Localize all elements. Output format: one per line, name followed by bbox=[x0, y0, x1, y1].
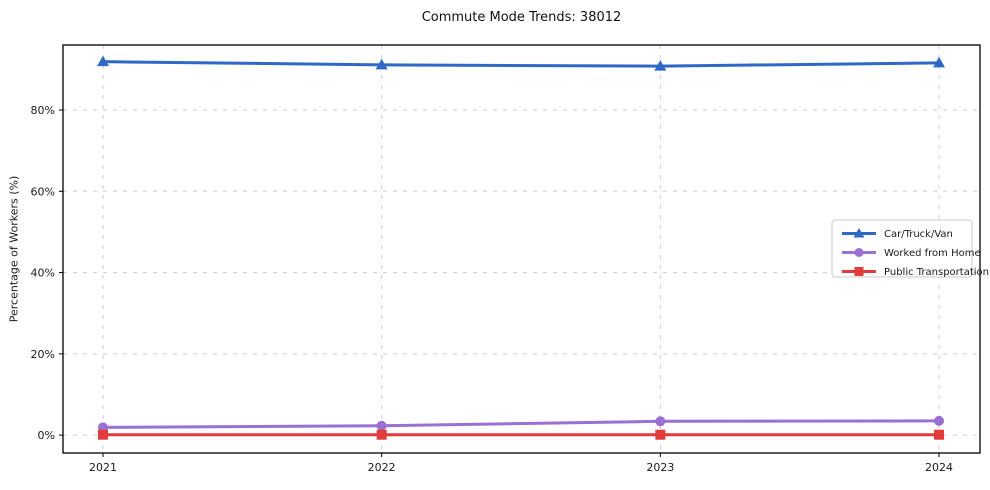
legend-marker bbox=[853, 228, 865, 238]
series-public-transportation bbox=[97, 429, 945, 440]
legend-entry: Car/Truck/Van bbox=[842, 228, 953, 240]
series-line-car-truck-van bbox=[101, 60, 941, 68]
legend-marker bbox=[854, 248, 864, 257]
series-worked-from-home bbox=[97, 415, 945, 433]
series-marker-car-truck-van bbox=[375, 58, 388, 70]
series-marker-worked-from-home bbox=[376, 420, 387, 431]
series-marker-car-truck-van bbox=[933, 56, 946, 68]
y-tick-label: 60% bbox=[31, 185, 55, 198]
legend-label: Car/Truck/Van bbox=[884, 229, 953, 240]
series-marker-worked-from-home bbox=[934, 415, 945, 426]
x-tick-label: 2021 bbox=[89, 461, 117, 474]
series-marker-public-transportation bbox=[376, 429, 387, 440]
x-tick-label: 2023 bbox=[646, 461, 674, 474]
series-marker-public-transportation bbox=[934, 429, 945, 440]
series-marker-worked-from-home bbox=[655, 416, 666, 427]
chart-title: Commute Mode Trends: 38012 bbox=[421, 10, 622, 25]
series-line-worked-from-home bbox=[101, 419, 941, 429]
series-marker-car-truck-van bbox=[96, 55, 109, 67]
legend-label: Public Transportation bbox=[884, 267, 989, 278]
series-marker-public-transportation bbox=[655, 429, 666, 440]
legend-label: Worked from Home bbox=[884, 248, 981, 259]
series-marker-car-truck-van bbox=[654, 60, 667, 71]
series-car-truck-van bbox=[96, 55, 946, 71]
y-tick-label: 40% bbox=[31, 267, 55, 280]
legend-marker bbox=[854, 267, 864, 276]
y-tick-label: 20% bbox=[31, 348, 55, 361]
y-tick-label: 80% bbox=[31, 104, 55, 117]
x-tick-label: 2024 bbox=[925, 461, 953, 474]
plot-border bbox=[62, 44, 981, 454]
legend-entry: Public Transportation bbox=[842, 267, 989, 278]
x-tick-label: 2022 bbox=[368, 461, 396, 474]
legend: Car/Truck/Van Worked from Home Public Tran… bbox=[831, 219, 989, 278]
legend-entry: Worked from Home bbox=[842, 248, 981, 259]
y-tick-label: 0% bbox=[38, 429, 55, 442]
series-marker-public-transportation bbox=[97, 429, 108, 440]
